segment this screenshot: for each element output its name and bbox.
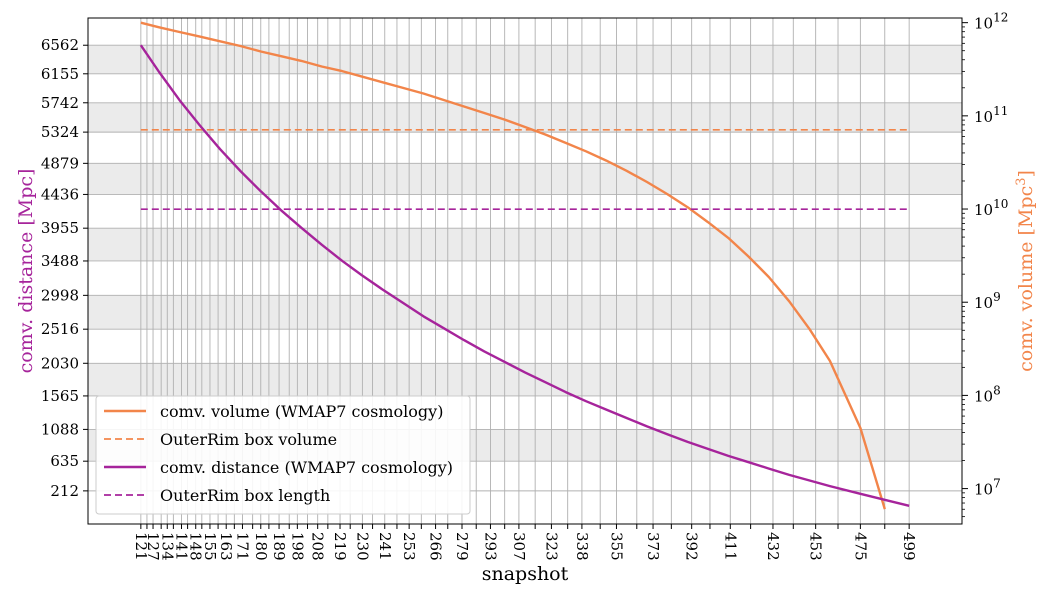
- x-axis-label: snapshot: [482, 563, 569, 585]
- left-tick-label: 2030: [41, 354, 79, 372]
- x-tick-label: 355: [607, 532, 625, 561]
- legend-label-box-length: OuterRim box length: [160, 486, 330, 505]
- x-tick-label: 293: [481, 532, 499, 561]
- background-band: [88, 295, 962, 330]
- right-axis-label: comv. volume [Mpc3]: [1014, 170, 1037, 372]
- legend-label-volume: comv. volume (WMAP7 cosmology): [160, 402, 443, 421]
- background-band: [88, 163, 962, 195]
- left-tick-label: 5742: [41, 94, 79, 112]
- x-tick-label: 171: [233, 532, 251, 561]
- background-band: [88, 45, 962, 74]
- legend-label-box-volume: OuterRim box volume: [160, 430, 337, 449]
- right-tick-label: 109: [974, 290, 1001, 312]
- right-tick-label: 107: [974, 477, 1001, 499]
- right-axis-label-exponent: 3: [1014, 178, 1029, 186]
- x-tick-label: 148: [187, 532, 205, 561]
- x-tick-label: 499: [900, 532, 918, 561]
- right-tick-label: 1010: [974, 197, 1008, 219]
- series-line-0: [140, 21, 886, 510]
- x-tick-label: 241: [376, 532, 394, 561]
- x-tick-label: 373: [644, 532, 662, 561]
- left-tick-label: 2516: [41, 320, 79, 338]
- x-tick-label: 198: [288, 532, 306, 561]
- x-tick-label: 338: [573, 532, 591, 561]
- right-tick-label: 1012: [974, 11, 1008, 33]
- x-tick-label: 411: [721, 532, 739, 561]
- x-tick-label: 230: [353, 532, 371, 561]
- left-tick-label: 4879: [41, 154, 79, 172]
- x-tick-label: 208: [309, 532, 327, 561]
- x-tick-label: 180: [252, 532, 270, 561]
- legend-box: [95, 395, 471, 515]
- right-axis-label-close: ]: [1015, 170, 1037, 177]
- x-tick-label: 189: [270, 532, 288, 561]
- right-tick-label: 108: [974, 383, 1001, 405]
- x-tick-label: 323: [542, 532, 560, 561]
- x-tick-label: 219: [331, 532, 349, 561]
- left-tick-label: 3955: [41, 219, 79, 237]
- x-tick-label: 163: [217, 532, 235, 561]
- left-tick-label: 6562: [41, 36, 79, 54]
- x-tick-label: 155: [201, 532, 219, 561]
- left-tick-label: 5324: [41, 123, 79, 141]
- x-tick-label: 253: [400, 532, 418, 561]
- left-tick-label: 6155: [41, 65, 79, 83]
- x-tick-label: 453: [807, 532, 825, 561]
- legend-label-distance: comv. distance (WMAP7 cosmology): [160, 458, 453, 477]
- plot-frame: [87, 17, 963, 525]
- left-tick-label: 212: [50, 482, 79, 500]
- x-tick-label: 475: [851, 532, 869, 561]
- series-line-2: [139, 44, 910, 507]
- x-tick-label: 134: [158, 532, 176, 561]
- left-tick-label: 4436: [41, 185, 79, 203]
- x-tick-label: 392: [683, 532, 701, 561]
- legend: comv. volume (WMAP7 cosmology) OuterRim …: [95, 395, 471, 515]
- right-axis-label-main: comv. volume [Mpc: [1015, 186, 1037, 372]
- background-band: [88, 228, 962, 261]
- left-tick-label: 1088: [41, 420, 79, 438]
- x-tick-label: 141: [172, 532, 190, 561]
- left-tick-label: 2998: [41, 286, 79, 304]
- right-tick-label: 1011: [974, 104, 1008, 126]
- right-axis-ticks: 107 108 109 1010 1011 1012: [962, 11, 1008, 518]
- left-tick-label: 635: [50, 452, 79, 470]
- x-tick-label: 266: [427, 532, 445, 561]
- background-band: [88, 363, 962, 396]
- x-tick-label: 307: [510, 532, 528, 561]
- left-tick-label: 1565: [41, 387, 79, 405]
- x-tick-label: 279: [453, 532, 471, 561]
- x-tick-label: 432: [764, 532, 782, 561]
- x-tick-label: 121: [132, 532, 150, 561]
- left-tick-label: 3488: [41, 252, 79, 270]
- left-axis-ticks: 6562 6155 5742 5324 4879 4436 3955 3488 2998 2516…: [41, 36, 88, 500]
- x-tick-label: 127: [144, 532, 162, 561]
- left-axis-label: comv. distance [Mpc]: [15, 169, 37, 374]
- series-layer: [139, 21, 910, 510]
